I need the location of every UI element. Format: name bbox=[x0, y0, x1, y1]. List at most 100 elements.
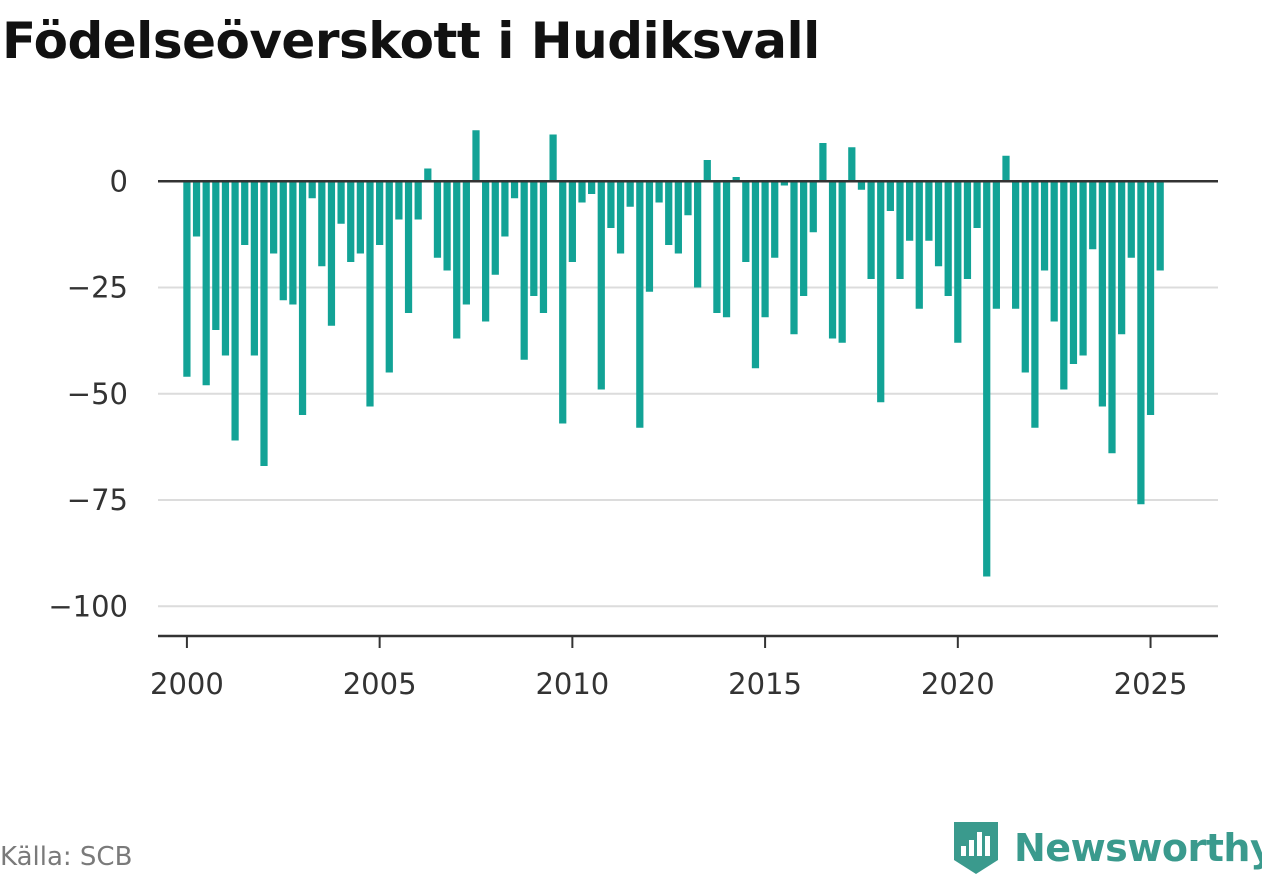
bar bbox=[819, 143, 827, 182]
bar bbox=[867, 181, 875, 279]
bar bbox=[1002, 155, 1010, 182]
bar bbox=[192, 181, 201, 237]
brand: Newsworthy bbox=[950, 818, 1262, 878]
y-tick-label: −50 bbox=[67, 377, 128, 411]
bar bbox=[983, 181, 991, 577]
source-note: Källa: SCB bbox=[0, 842, 133, 872]
bar bbox=[472, 130, 480, 182]
bar bbox=[433, 181, 442, 258]
bar bbox=[395, 181, 403, 220]
bar bbox=[684, 181, 692, 216]
bar bbox=[1012, 181, 1020, 309]
bar bbox=[973, 181, 981, 228]
bar bbox=[674, 181, 682, 254]
x-tick-label: 2025 bbox=[1114, 667, 1188, 701]
bar bbox=[906, 181, 914, 241]
bar bbox=[665, 181, 673, 245]
bar bbox=[501, 181, 509, 237]
bar bbox=[838, 181, 846, 343]
bar bbox=[1098, 181, 1106, 407]
bar bbox=[1031, 181, 1039, 428]
bar bbox=[597, 181, 605, 390]
bar bbox=[1060, 181, 1068, 390]
bar bbox=[703, 160, 711, 182]
gridlines bbox=[158, 286, 1218, 608]
bar bbox=[645, 181, 654, 292]
bar bbox=[327, 181, 336, 326]
brand-name: Newsworthy bbox=[1014, 826, 1262, 870]
bar bbox=[944, 181, 952, 296]
bar bbox=[530, 181, 538, 296]
bar bbox=[722, 181, 731, 318]
bar bbox=[270, 181, 278, 254]
y-tick-label: −100 bbox=[48, 589, 128, 623]
bar bbox=[655, 181, 663, 203]
bar bbox=[809, 181, 817, 233]
y-tick-label: 0 bbox=[110, 164, 128, 198]
bar bbox=[877, 181, 885, 403]
bar bbox=[790, 181, 798, 335]
bar bbox=[453, 181, 461, 339]
bar bbox=[279, 181, 287, 301]
bar bbox=[356, 181, 364, 254]
x-tick-label: 2020 bbox=[921, 667, 995, 701]
y-axis-labels: 0 −25 −50 −75 −100 bbox=[48, 164, 128, 623]
bar bbox=[231, 181, 239, 441]
x-tick-label: 2010 bbox=[535, 667, 609, 701]
bar bbox=[1146, 181, 1155, 415]
bar bbox=[1118, 181, 1126, 335]
bar bbox=[1127, 181, 1135, 258]
bar bbox=[886, 181, 894, 211]
bar bbox=[404, 181, 413, 313]
bar bbox=[771, 181, 779, 258]
bar bbox=[1137, 181, 1145, 505]
bar bbox=[298, 181, 307, 415]
bar bbox=[559, 181, 567, 424]
bar bbox=[800, 181, 808, 296]
bar bbox=[385, 181, 393, 373]
bar bbox=[491, 181, 499, 275]
bar bbox=[1089, 181, 1097, 250]
bar bbox=[915, 181, 923, 309]
bar bbox=[616, 181, 625, 254]
bar bbox=[857, 181, 866, 190]
bar bbox=[347, 181, 355, 262]
bar bbox=[925, 181, 933, 241]
bar bbox=[260, 181, 268, 466]
newsworthy-logo-icon bbox=[954, 822, 998, 874]
bar bbox=[896, 181, 904, 279]
bar bbox=[848, 147, 856, 182]
bar bbox=[202, 181, 210, 386]
x-tick-label: 2000 bbox=[150, 667, 224, 701]
bar bbox=[607, 181, 615, 228]
bar bbox=[539, 181, 548, 313]
bar bbox=[424, 168, 432, 182]
bar bbox=[462, 181, 470, 305]
bar bbox=[289, 181, 297, 305]
x-axis: 2000 2005 2010 2015 2020 2025 bbox=[150, 634, 1218, 701]
bar bbox=[1040, 181, 1049, 271]
bar bbox=[1156, 181, 1164, 271]
bar bbox=[337, 181, 345, 224]
bar bbox=[713, 181, 721, 313]
bar bbox=[414, 181, 422, 220]
bar bbox=[780, 181, 788, 186]
bar bbox=[510, 181, 519, 199]
bar bbox=[376, 181, 384, 245]
bar bbox=[626, 181, 634, 207]
bar bbox=[520, 181, 528, 360]
bar bbox=[761, 181, 769, 318]
bars bbox=[183, 130, 1164, 577]
bar bbox=[694, 181, 702, 288]
bar bbox=[1021, 181, 1029, 373]
chart-title: Födelseöverskott i Hudiksvall bbox=[2, 12, 820, 70]
bar bbox=[250, 181, 258, 356]
bar bbox=[212, 181, 220, 330]
bar bbox=[443, 181, 451, 271]
bar bbox=[751, 181, 760, 369]
bar bbox=[308, 181, 316, 199]
bar bbox=[588, 181, 596, 194]
bar bbox=[366, 181, 374, 407]
y-tick-label: −75 bbox=[67, 483, 128, 517]
x-tick-label: 2005 bbox=[343, 667, 417, 701]
